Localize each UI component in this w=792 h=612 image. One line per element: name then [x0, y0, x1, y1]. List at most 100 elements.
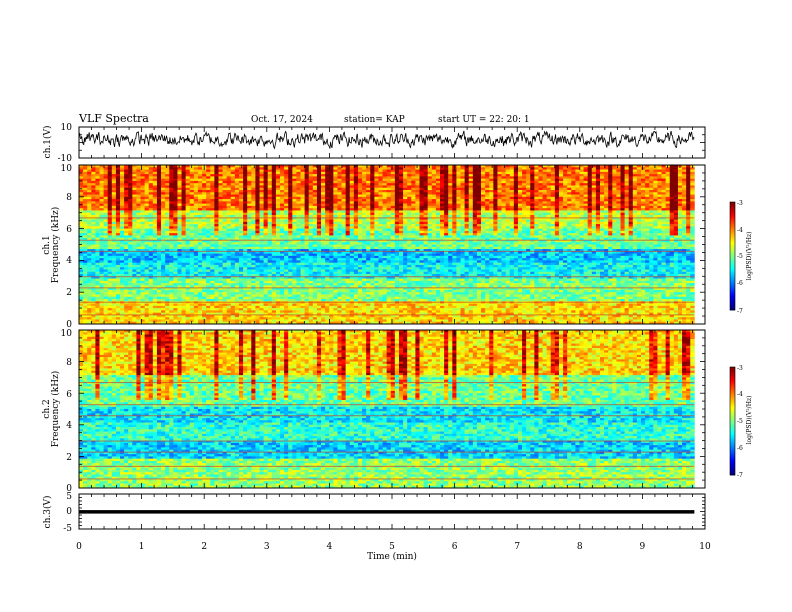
spectrogram-cell: [218, 176, 223, 179]
spectrogram-cell: [366, 176, 371, 179]
spectrogram-cell: [210, 230, 215, 234]
spectrogram-cell: [124, 233, 129, 236]
spectrogram-cell: [140, 235, 145, 239]
spectrogram-cell: [341, 201, 346, 204]
spectrogram-cell: [140, 208, 145, 211]
spectrogram-cell: [341, 212, 346, 216]
spectrogram-cell: [247, 244, 252, 248]
spectrogram-cell: [333, 194, 338, 198]
spectrogram-cell: [312, 239, 318, 243]
spectrogram-cell: [140, 214, 145, 218]
spectrogram-cell: [193, 165, 199, 168]
spectrogram-cell: [267, 167, 273, 170]
spectrogram-cell: [312, 280, 318, 284]
spectrogram-cell: [366, 283, 371, 286]
spectrogram-cell: [362, 319, 367, 323]
spectrogram-cell: [280, 287, 285, 291]
spectrogram-cell: [148, 221, 154, 225]
spectrogram-cell: [325, 285, 330, 289]
spectrogram-cell: [181, 285, 187, 289]
spectrogram-cell: [111, 287, 117, 291]
spectrogram-cell: [296, 271, 301, 275]
spectrogram-cell: [165, 230, 170, 234]
spectrogram-cell: [202, 228, 207, 232]
spectrogram-cell: [284, 201, 289, 204]
spectrogram-cell: [169, 196, 174, 200]
spectrogram-cell: [115, 244, 121, 248]
spectrogram-cell: [197, 187, 203, 191]
spectrogram-cell: [95, 303, 100, 307]
spectrogram-cell: [267, 189, 273, 193]
spectrogram-cell: [169, 235, 174, 239]
spectrogram-cell: [189, 214, 195, 218]
spectrogram-cell: [214, 205, 219, 209]
spectrogram-cell: [177, 278, 182, 282]
spectrogram-cell: [308, 221, 314, 225]
spectrogram-cell: [197, 249, 203, 252]
spectrogram-cell: [214, 169, 219, 173]
spectrogram-cell: [206, 212, 211, 216]
spectrogram-cell: [292, 233, 297, 236]
spectrogram-cell: [341, 196, 346, 200]
spectrogram-cell: [136, 269, 141, 273]
spectrogram-cell: [341, 267, 346, 270]
spectrogram-cell: [206, 319, 211, 323]
spectrogram-cell: [177, 269, 182, 273]
spectrogram-cell: [288, 292, 293, 295]
spectrogram-cell: [189, 228, 195, 232]
spectrogram-cell: [366, 210, 371, 214]
spectrogram-cell: [251, 269, 256, 273]
spectrogram-cell: [292, 276, 297, 279]
spectrogram-cell: [144, 221, 150, 225]
spectrogram-cell: [226, 260, 232, 264]
spectrogram-cell: [185, 171, 191, 175]
spectrogram-cell: [316, 235, 322, 239]
spectrogram-cell: [177, 271, 182, 275]
spectrogram-cell: [316, 242, 322, 245]
spectrogram-cell: [349, 242, 355, 245]
spectrogram-cell: [316, 255, 322, 259]
spectrogram-cell: [333, 165, 338, 168]
spectrogram-cell: [189, 210, 195, 214]
spectrogram-cell: [329, 180, 334, 184]
spectrogram-cell: [292, 176, 297, 179]
spectrogram-cell: [140, 312, 145, 316]
spectrogram-cell: [152, 264, 158, 268]
spectrogram-cell: [255, 196, 260, 200]
spectrogram-cell: [238, 242, 244, 245]
spectrogram-cell: [107, 251, 113, 254]
spectrogram-cell: [345, 314, 351, 318]
spectrogram-cell: [345, 289, 351, 293]
spectrogram-cell: [275, 317, 281, 320]
spectrogram-cell: [329, 174, 334, 177]
spectrogram-cell: [325, 219, 330, 223]
spectrogram-cell: [284, 246, 289, 250]
spectrogram-cell: [181, 264, 187, 268]
spectrogram-cell: [312, 312, 318, 316]
spectrogram-cell: [181, 271, 187, 275]
spectrogram-cell: [111, 296, 117, 300]
spectrogram-cell: [308, 210, 314, 214]
spectrogram-cell: [259, 264, 264, 268]
spectrogram-cell: [238, 205, 244, 209]
spectrogram-cell: [325, 321, 330, 325]
spectrogram-cell: [214, 178, 219, 182]
spectrogram-cell: [165, 208, 170, 211]
spectrogram-cell: [202, 310, 207, 313]
spectrogram-cell: [79, 292, 84, 295]
spectrogram-cell: [185, 321, 191, 325]
spectrogram-cell: [366, 299, 371, 302]
spectrogram-cell: [280, 237, 285, 241]
spectrogram-cell: [226, 167, 232, 170]
spectrogram-cell: [193, 267, 199, 270]
spectrogram-cell: [300, 237, 305, 241]
spectrogram-cell: [325, 201, 330, 204]
spectrogram-cell: [337, 169, 342, 173]
spectrogram-cell: [132, 253, 137, 257]
spectrogram-cell: [140, 212, 145, 216]
spectrogram-cell: [115, 242, 121, 245]
spectrogram-cell: [230, 199, 236, 202]
spectrogram-cell: [263, 249, 269, 252]
spectrogram-cell: [321, 235, 326, 239]
spectrogram-cell: [288, 264, 293, 268]
